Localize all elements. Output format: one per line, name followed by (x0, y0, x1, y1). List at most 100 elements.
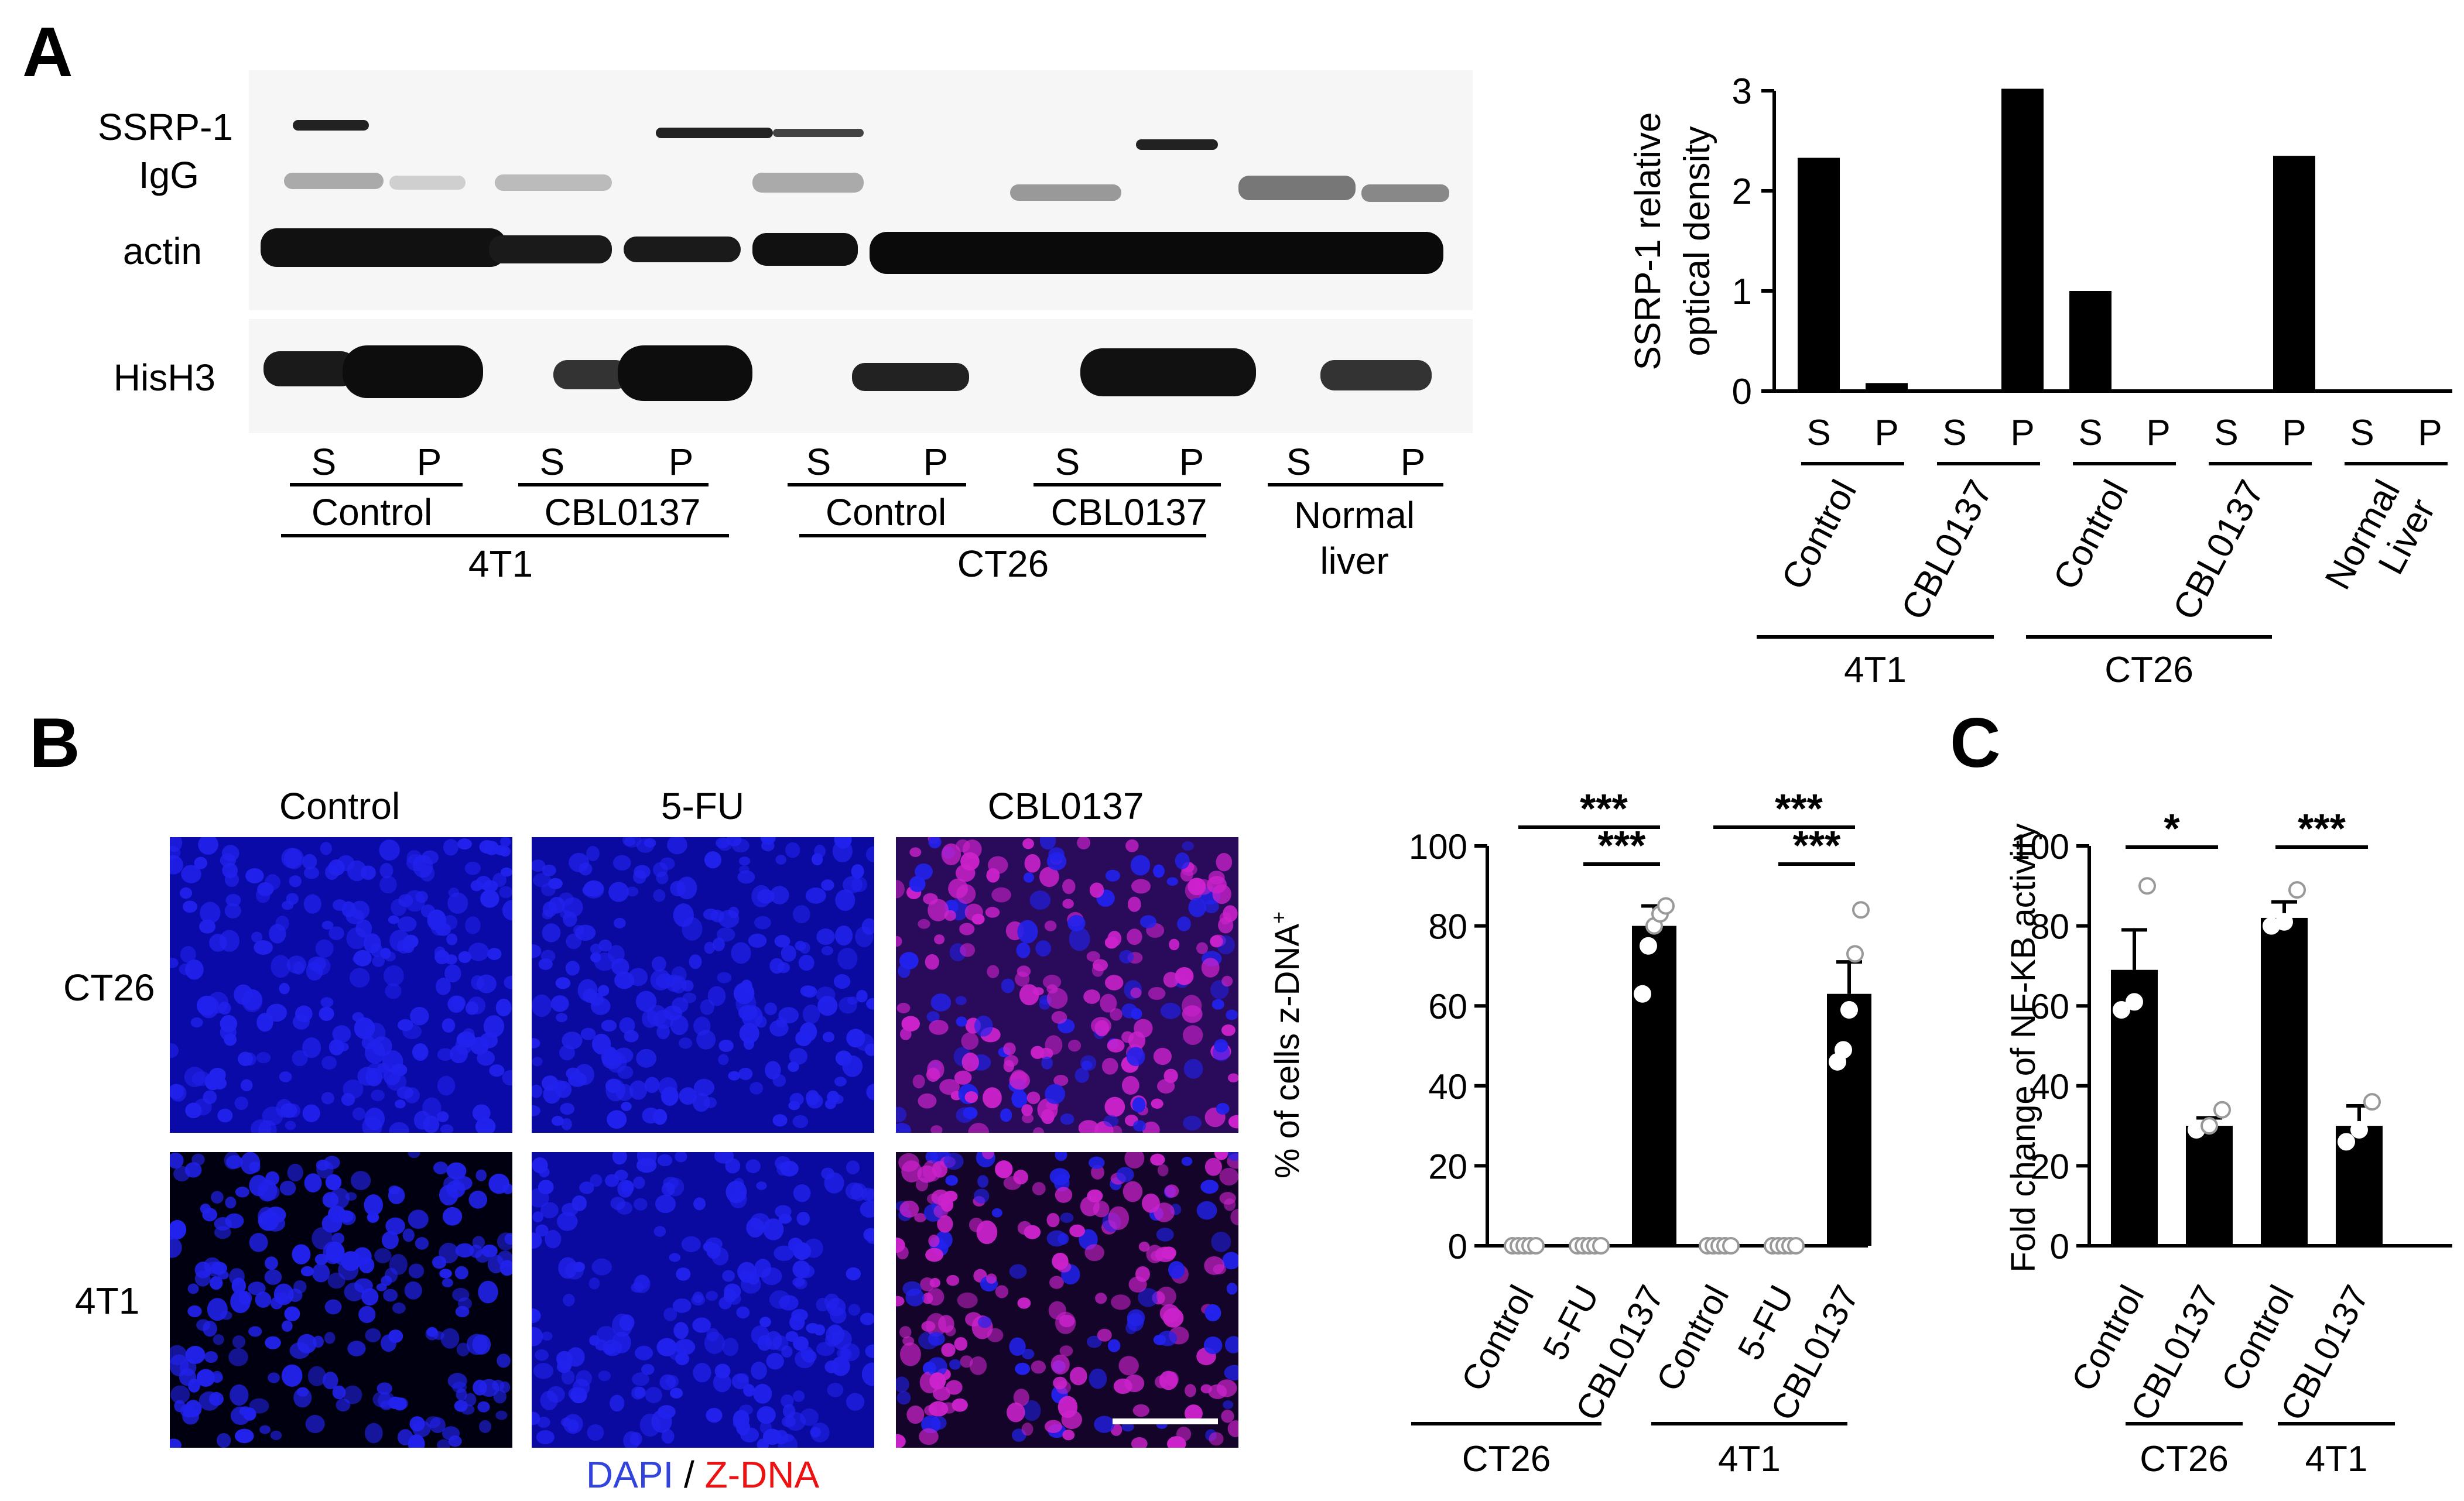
nucleus (532, 1084, 543, 1098)
nucleus (234, 1096, 248, 1111)
nucleus (1216, 1102, 1230, 1115)
nucleus (184, 1400, 202, 1417)
nucleus (798, 955, 815, 971)
group-label: 4T1 (2305, 1439, 2368, 1479)
nucleus (1092, 959, 1108, 972)
nucleus (956, 839, 970, 852)
nucleus (837, 947, 858, 970)
nucleus (502, 1183, 512, 1194)
nucleus (1042, 974, 1062, 989)
nucleus (691, 1294, 706, 1306)
nucleus (324, 1156, 340, 1170)
nucleus (745, 1159, 761, 1174)
nucleus (1045, 1084, 1066, 1104)
nucleus (532, 1211, 543, 1223)
nucleus (170, 845, 181, 860)
nucleus (560, 1102, 575, 1115)
nucleus (1227, 1420, 1238, 1437)
nucleus (493, 1389, 507, 1404)
nucleus (635, 991, 657, 1012)
nucleus (472, 1104, 491, 1122)
nucleus (704, 1331, 725, 1354)
nucleus (328, 1039, 344, 1056)
nucleus (325, 1174, 342, 1191)
nucleus (495, 1410, 508, 1420)
nucleus (646, 1005, 668, 1027)
nucleus (788, 1101, 800, 1111)
nucleus (1227, 1073, 1238, 1082)
nucleus (792, 905, 810, 924)
nucleus (434, 950, 450, 965)
nucleus (181, 865, 201, 883)
nucleus (548, 897, 566, 914)
nucleus (1032, 1127, 1045, 1133)
nucleus (590, 952, 601, 963)
nucleus (199, 1391, 220, 1411)
nucleus (918, 919, 930, 929)
nucleus (533, 1363, 554, 1379)
nucleus (358, 1305, 376, 1324)
x-tick-label: P (2418, 413, 2442, 453)
nucleus (388, 1187, 405, 1204)
nucleus (292, 1050, 308, 1067)
nucleus (231, 1277, 246, 1294)
nucleus (1177, 916, 1191, 931)
nucleus (973, 1188, 990, 1204)
nucleus (612, 1152, 627, 1165)
nucleus (188, 1378, 200, 1393)
nucleus (1009, 1337, 1026, 1356)
nucleus (722, 1338, 739, 1356)
y-tick-label: 40 (2030, 1067, 2069, 1106)
nucleus (670, 1387, 683, 1399)
nucleus (196, 1369, 215, 1387)
nucleus (377, 1063, 389, 1073)
nucleus (1153, 1047, 1172, 1065)
nucleus (1022, 1400, 1041, 1421)
nucleus (1166, 877, 1178, 886)
nucleus (598, 985, 610, 996)
nucleus (1116, 1167, 1134, 1183)
significance-stars: *** (2298, 806, 2346, 851)
nucleus (1069, 1224, 1086, 1238)
nucleus (832, 839, 853, 863)
bar (1827, 993, 1871, 1246)
nucleus (1123, 1181, 1143, 1202)
nucleus (928, 899, 949, 921)
nucleus (659, 1374, 676, 1390)
micro-image-ct26-5fu (532, 837, 874, 1133)
nucleus (1230, 1209, 1238, 1226)
nucleus (753, 1383, 772, 1404)
legend-dapi: DAPI (586, 1454, 674, 1496)
nucleus (288, 1288, 303, 1303)
nucleus (460, 1404, 475, 1415)
legend-separator: / (673, 1454, 705, 1496)
nucleus (619, 1314, 635, 1331)
y-tick-label: 100 (1409, 827, 1467, 866)
nucleus (751, 885, 772, 908)
band-ssrp1 (293, 120, 369, 131)
nucleus (379, 839, 400, 861)
nucleus (629, 1080, 648, 1100)
treatment-label: CBL0137 (544, 491, 701, 533)
nucleus (238, 1051, 253, 1067)
panel-letter-c: C (1950, 704, 2001, 782)
nucleus (322, 1372, 338, 1390)
nucleus (1224, 1336, 1238, 1353)
band-label: actin (122, 230, 202, 272)
nucleus (180, 946, 196, 963)
nucleus (279, 1180, 296, 1196)
data-point (1840, 1001, 1858, 1019)
nucleus (1046, 1212, 1060, 1228)
nucleus (170, 1385, 190, 1404)
band-hish3 (263, 351, 357, 386)
nucleus (586, 845, 600, 861)
nucleus (792, 1277, 805, 1287)
x-tick-label: P (2282, 413, 2306, 453)
nucleus (1142, 1121, 1160, 1133)
nucleus (347, 1341, 366, 1356)
nucleus (1101, 1057, 1118, 1075)
nucleus (319, 1006, 334, 1021)
y-tick-label: 1 (1732, 272, 1752, 312)
y-axis-title-group: Fold change of NF-KB activity (2004, 823, 2042, 1272)
nucleus (365, 1328, 381, 1342)
